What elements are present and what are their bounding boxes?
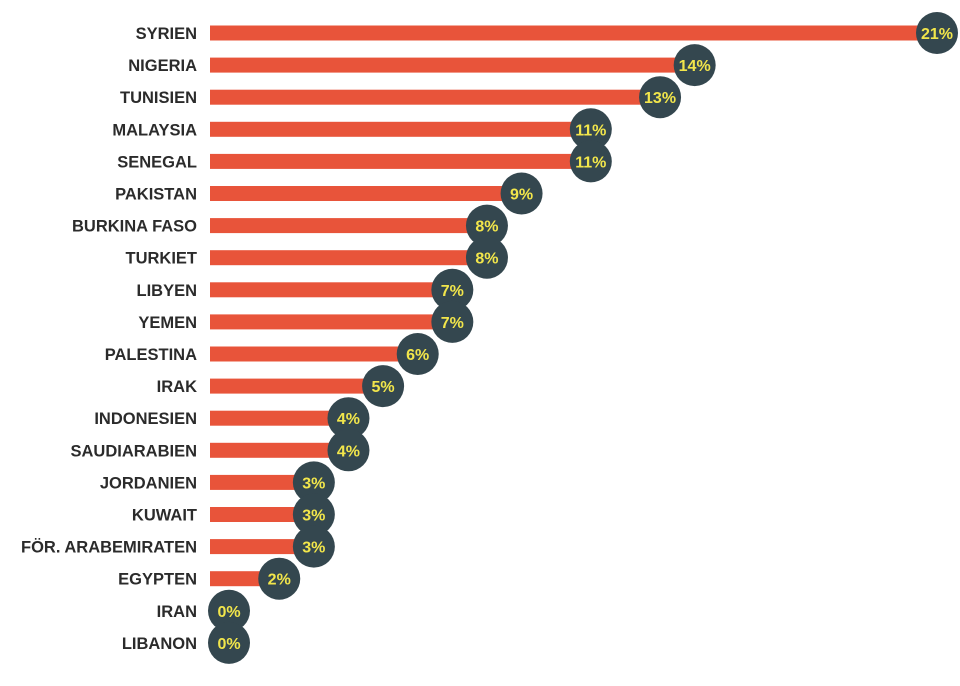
value-bubble: [639, 76, 682, 119]
value-bubble: [396, 333, 439, 375]
category-label: MALAYSIA: [112, 121, 197, 139]
value-bubble: [208, 621, 250, 664]
value-bubble: [327, 397, 370, 440]
bar: [210, 121, 591, 137]
bar: [210, 186, 522, 201]
category-label: SENEGAL: [117, 153, 197, 171]
category-label: TURKIET: [126, 250, 198, 268]
value-bubble: [569, 108, 612, 151]
category-label: INDONESIEN: [94, 410, 197, 428]
category-label: TUNISIEN: [120, 89, 197, 107]
value-bubble: [292, 493, 335, 536]
category-label: PAKISTAN: [115, 186, 197, 204]
value-bubbles: 21% 14%13% 11% 11% 9% 8% 8% 7% 7% 6% 5% 4% 4% 3% 3% 3% 2…: [208, 12, 958, 664]
value-bubble: [258, 557, 301, 600]
bar: [210, 57, 695, 73]
bar: [210, 442, 349, 458]
value-label: 21%: [921, 26, 953, 43]
category-label: KUWAIT: [132, 507, 197, 525]
bars: [210, 25, 937, 587]
category-label: YEMEN: [138, 314, 197, 332]
category-label: IRAK: [157, 378, 197, 396]
value-label: 3%: [302, 508, 325, 525]
value-label: 2%: [268, 572, 291, 589]
value-label: 4%: [337, 443, 360, 460]
value-label: 13%: [644, 90, 676, 107]
value-bubble: [292, 525, 335, 568]
value-label: 3%: [302, 475, 325, 492]
category-label: JORDANIEN: [100, 474, 197, 492]
bar: [210, 539, 314, 555]
bar: [210, 314, 453, 330]
bar: [210, 410, 349, 426]
value-label: 5%: [372, 379, 395, 396]
value-bubble: [208, 589, 250, 632]
value-bubble: [431, 268, 474, 311]
category-label: PALESTINA: [105, 346, 197, 364]
value-bubble: [431, 300, 474, 343]
value-bubble: [569, 140, 612, 183]
value-label: 0%: [217, 636, 240, 653]
value-bubble: [673, 44, 716, 87]
category-label: SYRIEN: [136, 25, 197, 43]
value-bubble: [327, 429, 370, 472]
value-label: 9%: [510, 187, 533, 204]
value-label: 0%: [217, 604, 240, 621]
bar: [210, 89, 661, 105]
value-label: 3%: [302, 540, 325, 557]
category-label: NIGERIA: [128, 57, 197, 75]
value-bubble: [362, 365, 405, 408]
bar: [210, 507, 314, 522]
value-bubble: [916, 12, 958, 54]
bar: [210, 250, 487, 266]
value-label: 7%: [441, 283, 464, 300]
category-label: EGYPTEN: [118, 571, 197, 589]
bar: [210, 474, 314, 490]
value-label: 6%: [406, 347, 429, 364]
value-bubble: [465, 236, 508, 279]
category-label: SAUDIARABIEN: [70, 442, 197, 460]
bar: [210, 346, 418, 362]
bar: [210, 218, 487, 234]
bar: [210, 282, 453, 298]
category-label: LIBANON: [122, 635, 197, 653]
category-label: LIBYEN: [136, 282, 197, 300]
value-label: 8%: [475, 251, 498, 268]
value-label: 4%: [337, 411, 360, 428]
value-label: 11%: [575, 154, 606, 171]
value-bubble: [465, 204, 508, 247]
value-label: 14%: [679, 58, 711, 75]
value-bubble: [500, 172, 543, 215]
value-label: 8%: [475, 219, 498, 236]
bar: [210, 25, 937, 41]
bar: [210, 153, 591, 169]
category-label: FÖR. ARABEMIRATEN: [21, 538, 197, 557]
value-bubble: [292, 461, 335, 504]
value-label: 11%: [575, 122, 606, 139]
category-label: IRAN: [157, 603, 197, 621]
category-label: BURKINA FASO: [72, 218, 197, 236]
category-labels: SYRIEN NIGERIA TUNISIEN MALAYSIA SENEGAL PAKI…: [21, 25, 197, 653]
bar: [210, 378, 384, 394]
value-label: 7%: [441, 315, 464, 332]
